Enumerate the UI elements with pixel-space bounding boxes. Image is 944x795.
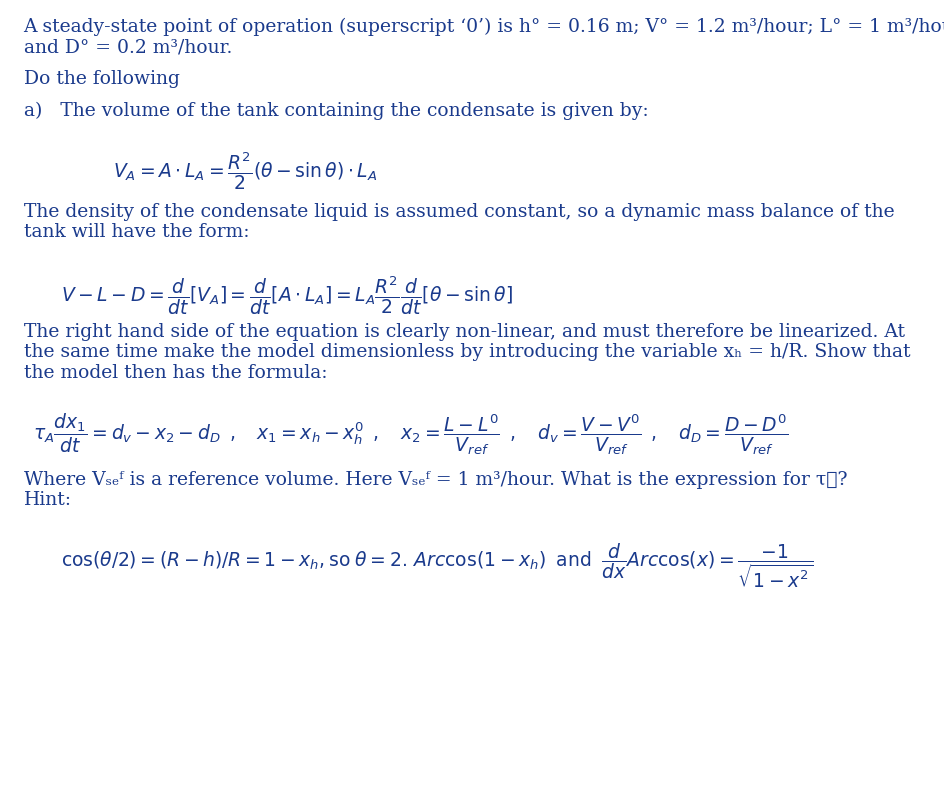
Text: Do the following: Do the following (24, 70, 179, 88)
Text: $V_A = A \cdot L_A = \dfrac{R^2}{2}(\theta - \sin \theta) \cdot L_A$: $V_A = A \cdot L_A = \dfrac{R^2}{2}(\the… (113, 151, 378, 192)
Text: tank will have the form:: tank will have the form: (24, 223, 249, 242)
Text: $\cos(\theta/2) = (R - h)/R = 1 - x_h, \mathrm{so}\; \theta = 2.\,Arc\cos(1 - x_: $\cos(\theta/2) = (R - h)/R = 1 - x_h, \… (61, 542, 814, 590)
Text: $\tau_A \dfrac{dx_1}{dt} = d_v - x_2 - d_D \enspace , \quad x_1 = x_h - x_h^0 \e: $\tau_A \dfrac{dx_1}{dt} = d_v - x_2 - d… (33, 412, 788, 457)
Text: Where Vₛₑᶠ is a reference volume. Here Vₛₑᶠ = 1 m³/hour. What is the expression : Where Vₛₑᶠ is a reference volume. Here V… (24, 471, 847, 489)
Text: a)   The volume of the tank containing the condensate is given by:: a) The volume of the tank containing the… (24, 102, 649, 120)
Text: Hint:: Hint: (24, 491, 72, 510)
Text: the same time make the model dimensionless by introducing the variable xₕ = h/R.: the same time make the model dimensionle… (24, 343, 910, 362)
Text: The density of the condensate liquid is assumed constant, so a dynamic mass bala: The density of the condensate liquid is … (24, 203, 894, 221)
Text: $V - L - D = \dfrac{d}{dt}\left[V_A\right] = \dfrac{d}{dt}\left[A \cdot L_A\righ: $V - L - D = \dfrac{d}{dt}\left[V_A\righ… (61, 274, 514, 316)
Text: the model then has the formula:: the model then has the formula: (24, 364, 328, 382)
Text: A steady-state point of operation (superscript ‘0’) is h° = 0.16 m; V° = 1.2 m³/: A steady-state point of operation (super… (24, 17, 944, 36)
Text: The right hand side of the equation is clearly non-linear, and must therefore be: The right hand side of the equation is c… (24, 323, 904, 341)
Text: and D° = 0.2 m³/hour.: and D° = 0.2 m³/hour. (24, 38, 232, 56)
